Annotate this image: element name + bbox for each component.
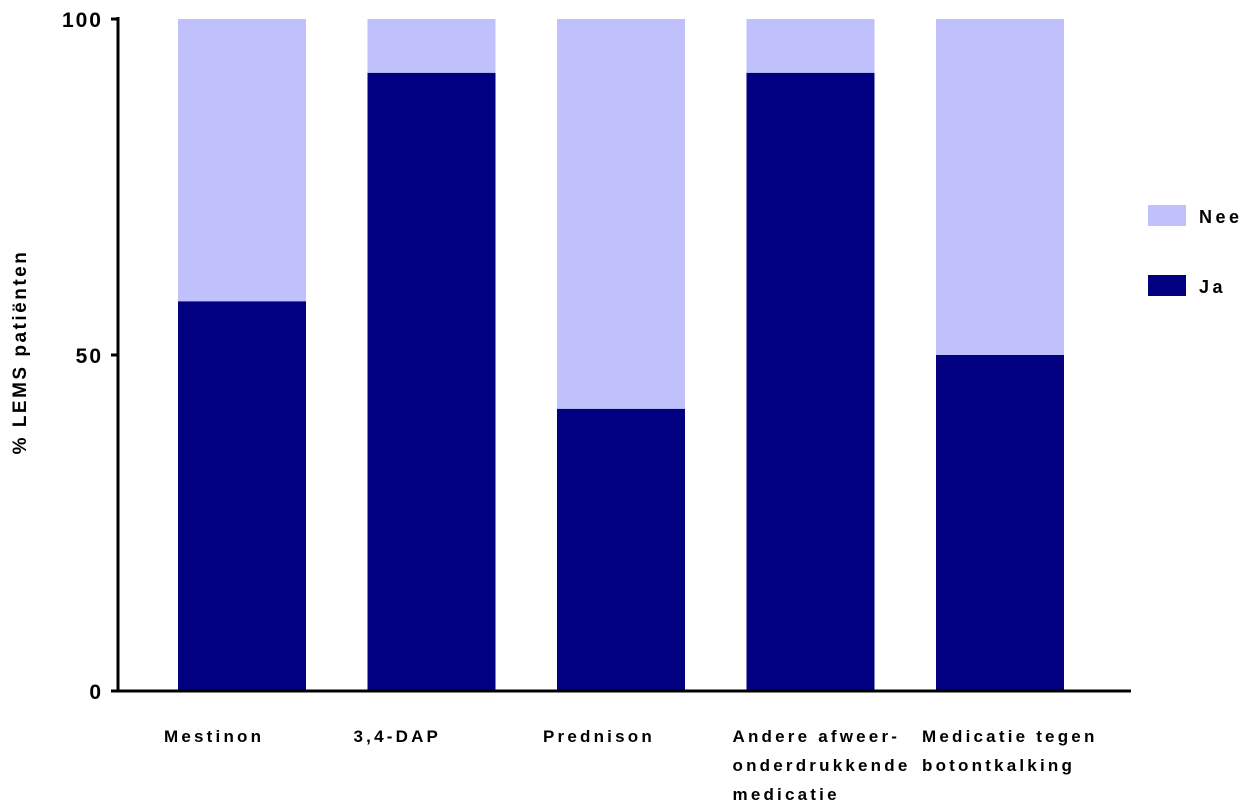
bar-nee-3 xyxy=(746,19,875,73)
bar-nee-1 xyxy=(367,19,496,73)
y-tick-label-100: 100 xyxy=(62,9,103,32)
y-tick-label-0: 0 xyxy=(89,681,103,704)
legend: Nee Ja xyxy=(1148,205,1243,297)
legend-label-nee: Nee xyxy=(1199,207,1243,227)
x-tick-label-0: Mestinon xyxy=(164,727,264,746)
bar-nee-2 xyxy=(557,19,685,409)
bar-ja-3 xyxy=(746,72,875,691)
x-tick-label-3: Andere afweer-onderdrukkende medicatie xyxy=(733,727,911,804)
x-tick-label-4: Medicatie tegen botontkalking xyxy=(922,727,1098,775)
bar-nee-4 xyxy=(936,19,1064,355)
y-axis-label: % LEMS patiënten xyxy=(10,250,31,455)
legend-label-ja: Ja xyxy=(1199,277,1226,297)
x-tick-label-2: Prednison xyxy=(543,727,655,746)
bar-nee-0 xyxy=(178,19,306,302)
axes-layer: 0 50 100 Mestinon 3,4-DAP Prednison Andere afw… xyxy=(62,9,1131,804)
bar-ja-2 xyxy=(557,408,685,691)
x-tick-label-1: 3,4-DAP xyxy=(354,727,442,746)
bars-layer xyxy=(178,19,1064,691)
y-tick-label-50: 50 xyxy=(76,345,103,368)
bar-ja-0 xyxy=(178,301,306,691)
bar-ja-1 xyxy=(367,72,496,691)
bar-ja-4 xyxy=(936,355,1064,691)
legend-swatch-ja xyxy=(1148,275,1186,296)
legend-swatch-nee xyxy=(1148,205,1186,226)
